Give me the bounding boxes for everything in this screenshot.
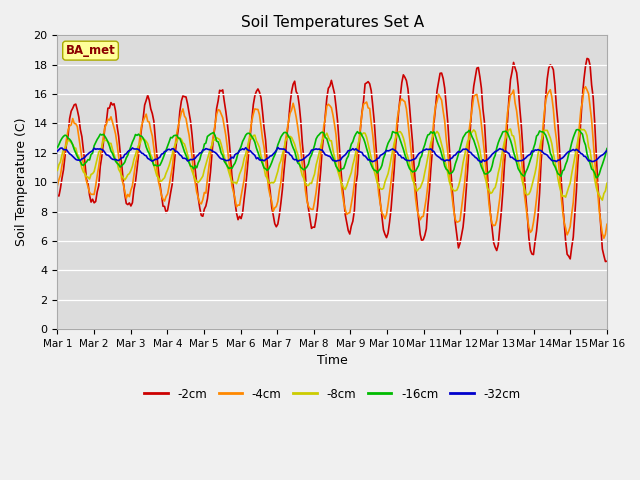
Line: -4cm: -4cm [58,87,607,238]
-16cm [294,160,301,166]
-4cm [603,221,611,227]
-4cm [600,235,608,241]
Y-axis label: Soil Temperature (C): Soil Temperature (C) [15,118,28,246]
X-axis label: Time: Time [317,354,348,367]
-8cm [121,177,129,183]
Line: -8cm: -8cm [58,129,607,200]
-32cm [274,144,282,150]
-4cm [582,84,589,90]
-4cm [218,111,225,117]
-8cm [236,171,243,177]
-2cm [603,258,611,264]
-32cm [121,152,129,157]
-16cm [121,159,129,165]
-8cm [603,180,611,186]
Legend: -2cm, -4cm, -8cm, -16cm, -32cm: -2cm, -4cm, -8cm, -16cm, -32cm [140,383,525,405]
-16cm [593,175,600,180]
-16cm [218,150,225,156]
-32cm [477,159,485,165]
-4cm [245,140,253,146]
-32cm [218,156,225,162]
-32cm [603,148,611,154]
-16cm [54,144,61,150]
-4cm [236,202,243,208]
-16cm [573,127,580,133]
-16cm [245,131,253,136]
-8cm [294,151,301,157]
-2cm [602,259,609,264]
-2cm [218,88,225,94]
-8cm [245,138,253,144]
-2cm [294,92,301,97]
-8cm [598,197,606,203]
-16cm [603,146,611,152]
-32cm [236,147,243,153]
-2cm [245,149,253,155]
-16cm [236,147,243,153]
Line: -16cm: -16cm [58,130,607,178]
Title: Soil Temperatures Set A: Soil Temperatures Set A [241,15,424,30]
-8cm [573,145,580,151]
-32cm [54,148,61,154]
Text: BA_met: BA_met [66,44,115,57]
-8cm [54,168,61,173]
Line: -32cm: -32cm [58,147,607,162]
-2cm [573,189,580,195]
-4cm [294,124,301,130]
-4cm [121,188,129,194]
-8cm [218,142,225,147]
-2cm [54,192,61,198]
-32cm [245,148,253,154]
-2cm [583,56,591,61]
-32cm [575,149,583,155]
-4cm [573,162,580,168]
-16cm [574,127,582,132]
-4cm [54,183,61,189]
Line: -2cm: -2cm [58,59,607,262]
-8cm [577,126,585,132]
-2cm [236,214,243,219]
-32cm [296,157,303,163]
-2cm [121,192,129,197]
